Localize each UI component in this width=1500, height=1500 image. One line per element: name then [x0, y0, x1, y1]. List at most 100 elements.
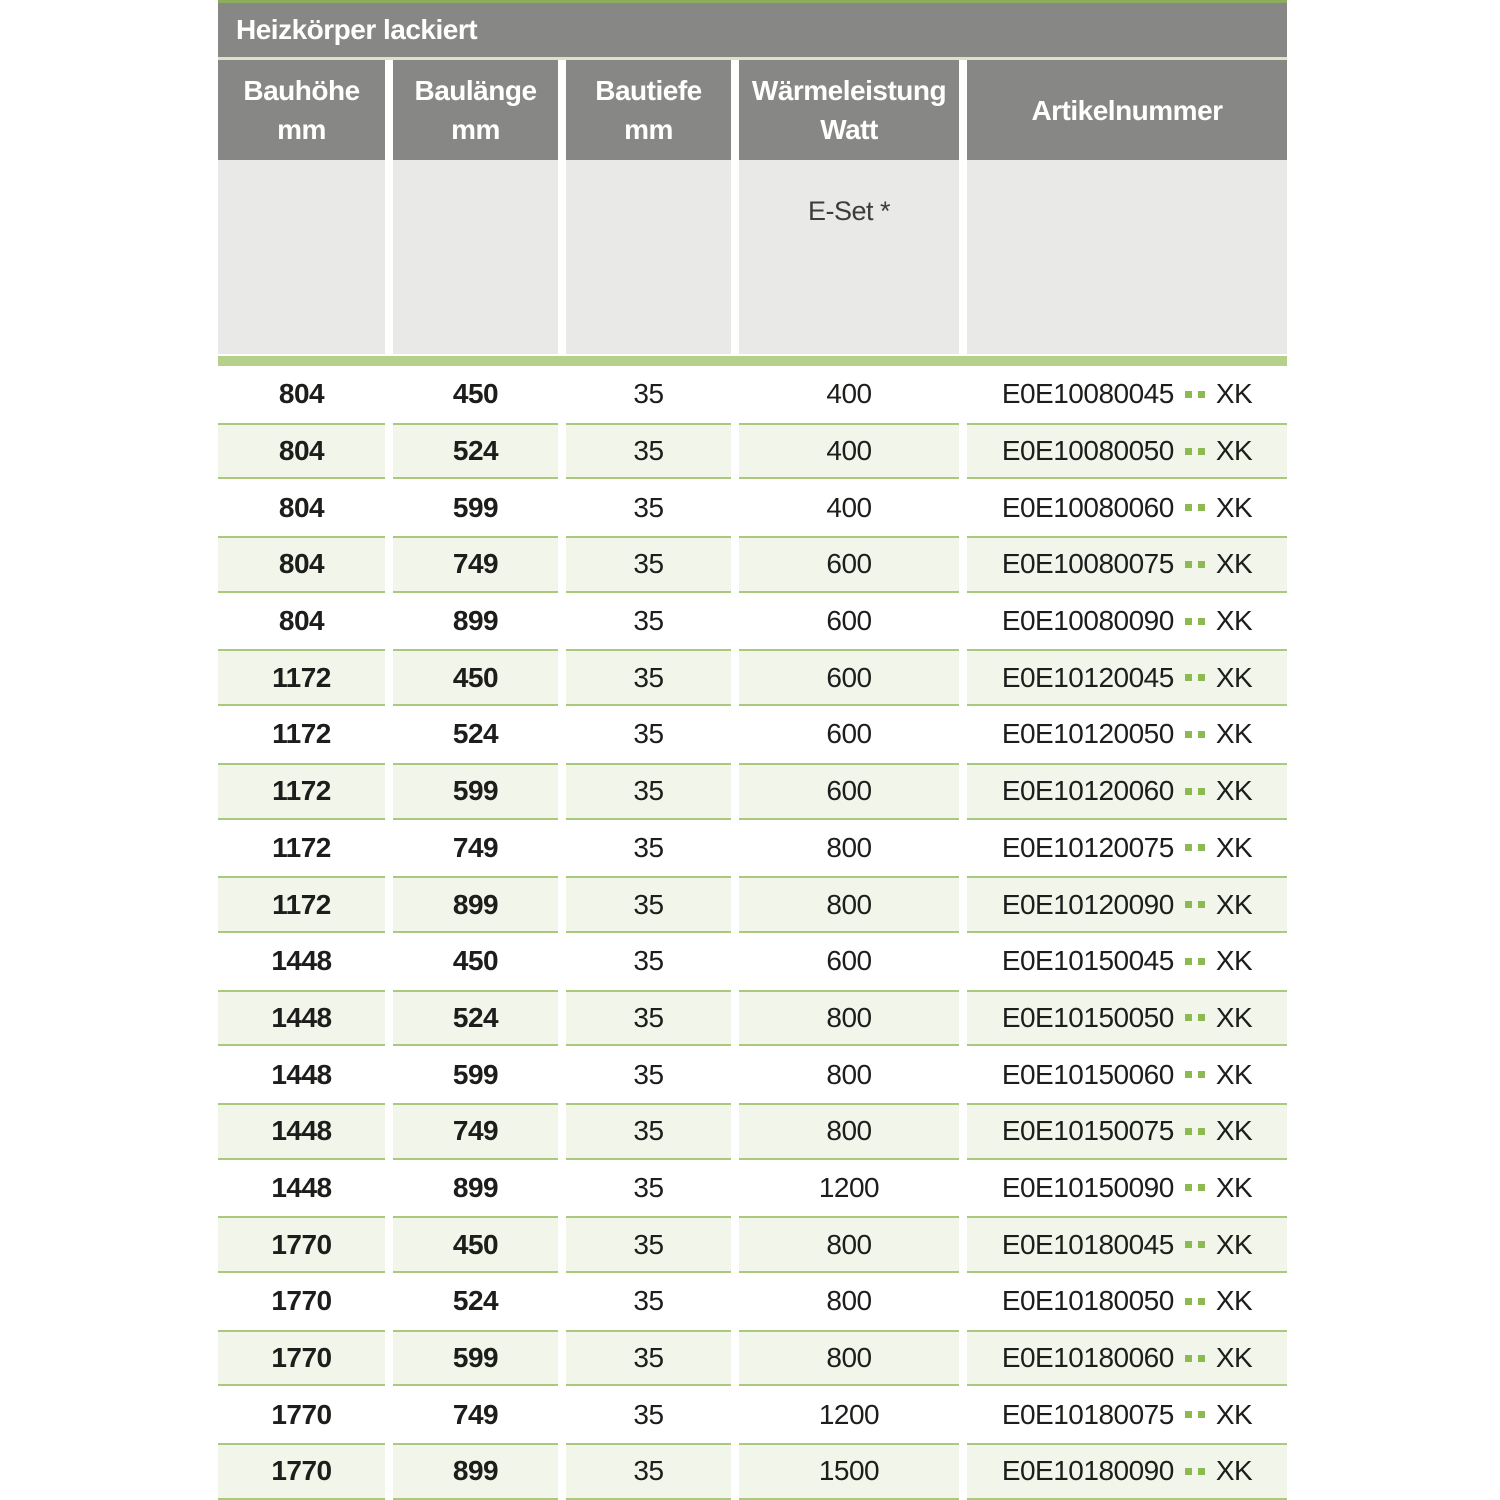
- cell-artikelnummer: E0E10080060 XK: [967, 479, 1287, 536]
- subheader-cell-artikelnummer: [967, 160, 1287, 354]
- placeholder-dot-icon: [1184, 1071, 1192, 1079]
- cell-bautiefe: 35: [566, 649, 731, 707]
- placeholder-dot-icon: [1184, 901, 1192, 909]
- cell-artikelnummer: E0E10180075 XK: [967, 1386, 1287, 1443]
- artikel-suffix: XK: [1215, 945, 1253, 977]
- artikel-suffix: XK: [1215, 888, 1253, 920]
- placeholder-dot-icon: [1197, 901, 1205, 909]
- cell-bauhoehe: 1448: [218, 1102, 385, 1160]
- table-row: 1770 524 35 800 E0E10180050 XK: [218, 1273, 1287, 1330]
- artikel-code: E0E10120060: [1001, 775, 1175, 807]
- table-row: 804 524 35 400 E0E10080050 XK: [218, 422, 1287, 480]
- table-row: 1172 599 35 600 E0E10120060 XK: [218, 762, 1287, 820]
- artikel-suffix: XK: [1215, 1001, 1253, 1033]
- artikel-suffix: XK: [1215, 1115, 1253, 1147]
- cell-bauhoehe: 1448: [218, 989, 385, 1047]
- table-row: 1172 749 35 800 E0E10120075 XK: [218, 820, 1287, 877]
- artikel-code: E0E10080045: [1001, 378, 1175, 410]
- column-label: Wärmeleistung: [751, 75, 947, 106]
- column-header-waermeleistung: Wärmeleistung Watt: [739, 60, 959, 160]
- table-row: 804 749 35 600 E0E10080075 XK: [218, 536, 1287, 593]
- cell-watt: 1200: [818, 1398, 880, 1430]
- cell-watt: 1200: [818, 1171, 880, 1203]
- cell-baulaenge: 899: [452, 605, 499, 637]
- cell-baulaenge: 599: [452, 1058, 499, 1090]
- column-label: Baulänge: [414, 75, 537, 106]
- cell-bautiefe: 35: [566, 1216, 731, 1273]
- artikel-suffix: XK: [1215, 775, 1253, 807]
- table-row: 1448 599 35 800 E0E10150060 XK: [218, 1046, 1287, 1103]
- cell-bauhoehe: 1770: [218, 1216, 385, 1273]
- placeholder-dot-icon: [1197, 504, 1205, 512]
- cell-baulaenge: 450: [452, 945, 499, 977]
- cell-artikelnummer: E0E10120050 XK: [967, 706, 1287, 763]
- column-header-artikelnummer: Artikelnummer: [967, 60, 1287, 160]
- cell-bautiefe: 35: [566, 989, 731, 1047]
- cell-bautiefe: 35: [633, 1398, 664, 1430]
- placeholder-dot-icon: [1184, 957, 1192, 965]
- artikel-code: E0E10120045: [1001, 661, 1175, 693]
- placeholder-dot-icon: [1184, 1014, 1192, 1022]
- artikel-code: E0E10180090: [1001, 1455, 1175, 1487]
- column-header-bauhoehe: Bauhöhe mm: [218, 60, 385, 160]
- artikel-suffix: XK: [1215, 1058, 1253, 1090]
- cell-watt: 600: [826, 945, 872, 977]
- cell-baulaenge: 749: [393, 1102, 558, 1160]
- placeholder-dot-icon: [1197, 1467, 1205, 1475]
- cell-baulaenge: 524: [452, 718, 499, 750]
- table-row: 1770 450 35 800 E0E10180045 XK: [218, 1216, 1287, 1273]
- cell-artikelnummer: E0E10120090 XK: [967, 876, 1287, 933]
- cell-watt: 600: [739, 536, 959, 593]
- cell-bauhoehe: 804: [218, 422, 385, 480]
- column-header-bautiefe: Bautiefe mm: [566, 60, 731, 160]
- placeholder-dot-icon: [1197, 390, 1205, 398]
- cell-bauhoehe: 1448: [271, 1171, 332, 1203]
- column-unit: mm: [624, 114, 673, 145]
- table-title-bar: Heizkörper lackiert: [218, 3, 1287, 57]
- cell-bauhoehe: 1448: [271, 945, 332, 977]
- cell-bautiefe: 35: [633, 491, 664, 523]
- cell-artikelnummer: E0E10080045 XK: [967, 366, 1287, 423]
- cell-watt: 800: [739, 876, 959, 933]
- artikel-suffix: XK: [1215, 548, 1253, 580]
- cell-bautiefe: 35: [633, 718, 664, 750]
- cell-bautiefe: 35: [633, 945, 664, 977]
- cell-baulaenge: 450: [452, 378, 499, 410]
- cell-artikelnummer: E0E10080050 XK: [967, 422, 1287, 480]
- placeholder-dot-icon: [1197, 1354, 1205, 1362]
- cell-watt: 800: [826, 831, 872, 863]
- cell-bautiefe: 35: [566, 1102, 731, 1160]
- subheader-cell-bauhoehe: [218, 160, 385, 354]
- cell-bauhoehe: 1770: [218, 1443, 385, 1500]
- placeholder-dot-icon: [1197, 1297, 1205, 1305]
- placeholder-dot-icon: [1184, 1184, 1192, 1192]
- artikel-suffix: XK: [1215, 1342, 1253, 1374]
- placeholder-dot-icon: [1197, 1127, 1205, 1135]
- cell-bauhoehe: 1172: [272, 831, 331, 863]
- cell-baulaenge: 450: [393, 649, 558, 707]
- table-row: 804 450 35 400 E0E10080045 XK: [218, 366, 1287, 423]
- cell-baulaenge: 599: [393, 1329, 558, 1387]
- cell-bautiefe: 35: [566, 1443, 731, 1500]
- header-separator-line: [218, 57, 1287, 60]
- placeholder-dot-icon: [1197, 674, 1205, 682]
- placeholder-dot-icon: [1184, 1297, 1192, 1305]
- artikel-code: E0E10150045: [1001, 945, 1175, 977]
- placeholder-dot-icon: [1197, 787, 1205, 795]
- placeholder-dot-icon: [1197, 957, 1205, 965]
- placeholder-dot-icon: [1197, 447, 1205, 455]
- table-row: 1448 749 35 800 E0E10150075 XK: [218, 1102, 1287, 1160]
- cell-bautiefe: 35: [633, 1171, 664, 1203]
- cell-baulaenge: 749: [452, 1398, 499, 1430]
- cell-baulaenge: 899: [452, 1171, 499, 1203]
- cell-watt: 400: [739, 422, 959, 480]
- placeholder-dot-icon: [1197, 1184, 1205, 1192]
- column-label: Artikelnummer: [1031, 94, 1223, 126]
- cell-watt: 800: [826, 1058, 872, 1090]
- cell-bauhoehe: 1448: [271, 1058, 332, 1090]
- placeholder-dot-icon: [1197, 617, 1205, 625]
- cell-baulaenge: 749: [393, 536, 558, 593]
- cell-artikelnummer: E0E10150075 XK: [967, 1102, 1287, 1160]
- cell-artikelnummer: E0E10120075 XK: [967, 820, 1287, 877]
- placeholder-dot-icon: [1184, 560, 1192, 568]
